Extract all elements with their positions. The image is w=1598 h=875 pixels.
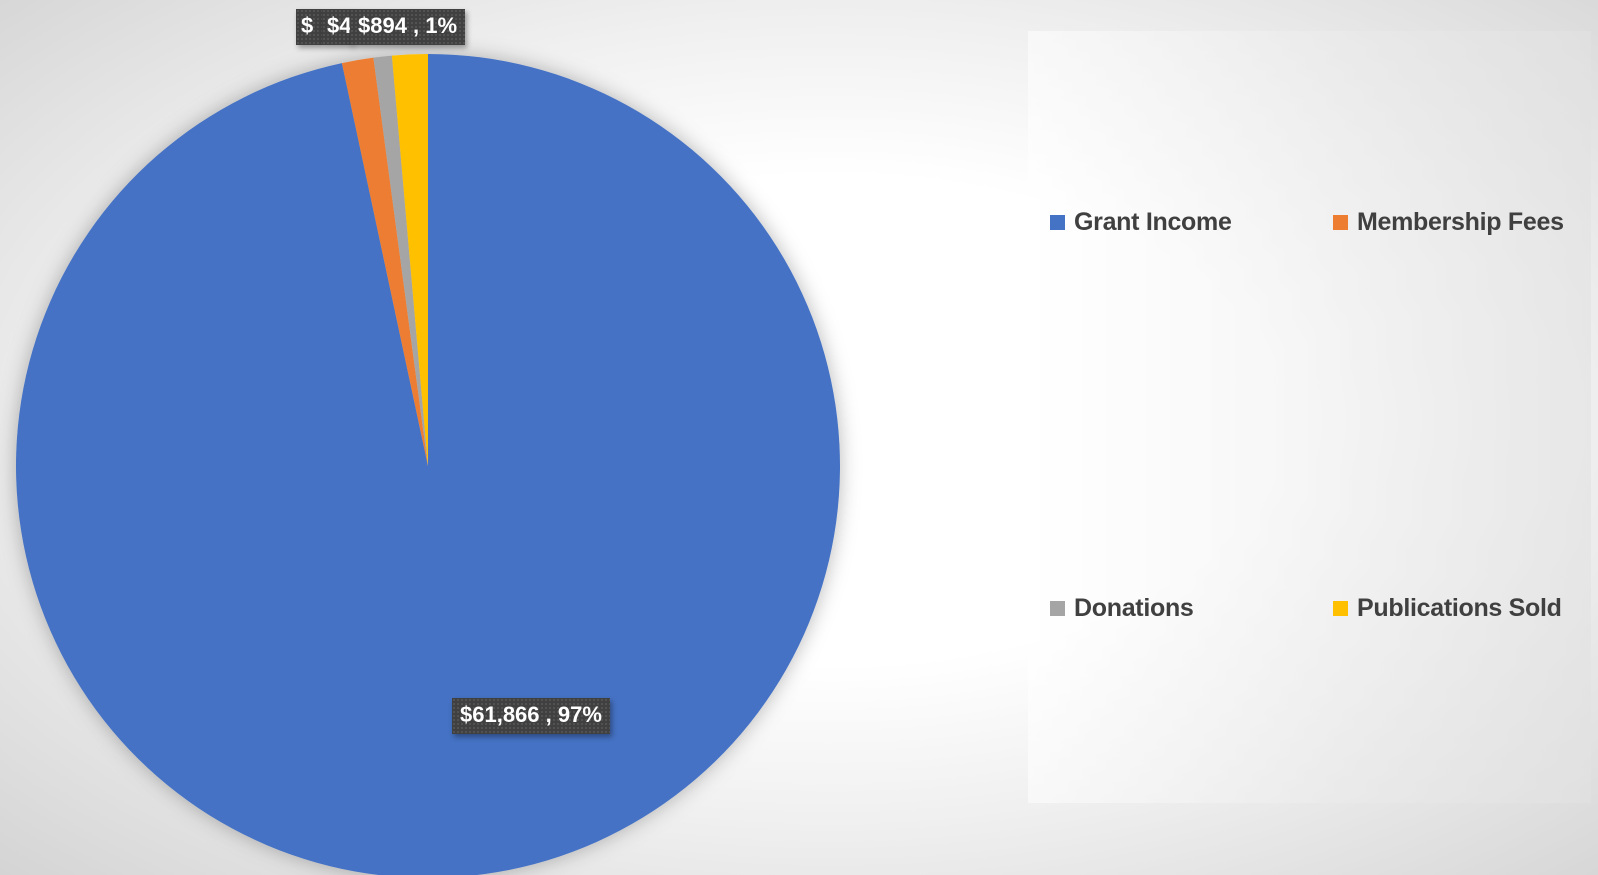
legend-panel — [1028, 31, 1591, 803]
legend-swatch — [1050, 215, 1065, 230]
legend-item-membership-fees: Membership Fees — [1333, 208, 1564, 237]
legend-swatch — [1333, 601, 1348, 616]
legend-label: Grant Income — [1074, 208, 1232, 236]
legend-swatch — [1050, 601, 1065, 616]
legend-item-grant-income: Grant Income — [1050, 208, 1232, 237]
pie-slice-donations — [373, 55, 428, 466]
legend-swatch — [1333, 215, 1348, 230]
data-label-donations: $4 — [322, 9, 352, 45]
pie-slice-membership-fees — [341, 57, 428, 466]
data-label-publications-sold: $894 , 1% — [350, 9, 466, 45]
legend-label: Publications Sold — [1357, 594, 1562, 622]
legend-label: Donations — [1074, 594, 1194, 622]
data-label-membership-fees: $ — [296, 9, 322, 45]
data-label-grant-income: $61,866 , 97% — [452, 698, 610, 734]
legend-item-donations: Donations — [1050, 594, 1194, 623]
pie-slice-publications-sold — [391, 54, 428, 466]
legend-label: Membership Fees — [1357, 208, 1564, 236]
pie-slice-grant-income — [16, 54, 840, 875]
legend-item-publications-sold: Publications Sold — [1333, 594, 1562, 623]
